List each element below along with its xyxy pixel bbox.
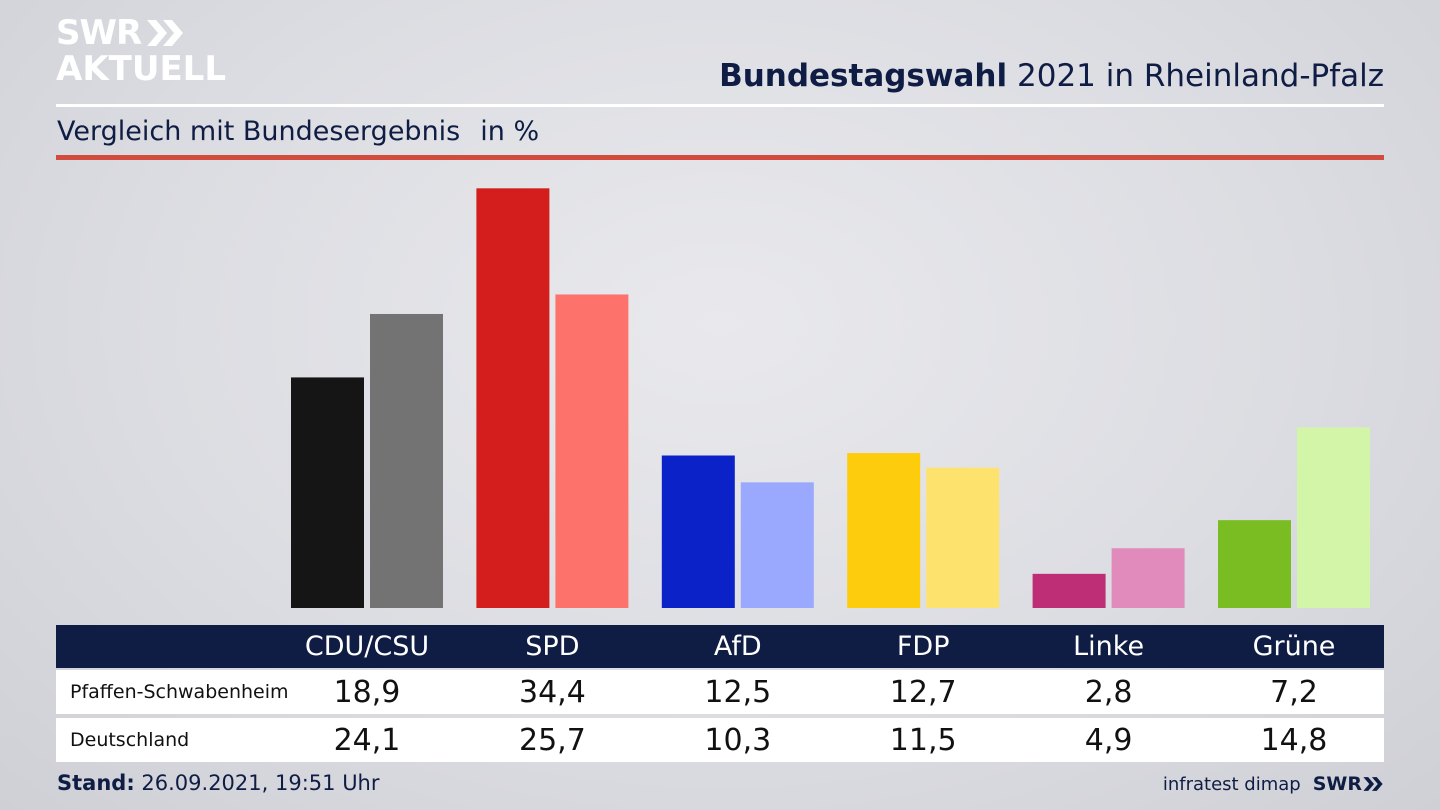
value-cell: 12,5 [704,674,772,710]
row-label: Deutschland [70,729,190,751]
chart-subtitle: Vergleich mit Bundesergebnis in % [57,116,539,147]
category-label: AfD [713,631,762,662]
double-chevron-icon [1363,777,1383,791]
value-cell: 34,4 [518,674,586,710]
swr-aktuell-logo: SWR AKTUELL [56,16,226,86]
value-cell: 11,5 [889,722,957,758]
value-cell: 12,7 [889,674,957,710]
stand-value: 26.09.2021, 19:51 Uhr [141,771,380,795]
value-cell: 7,2 [1270,674,1318,710]
bar-local-2 [661,455,735,608]
row-label: Pfaffen-Schwabenheim [70,681,289,703]
unit-label: in % [480,116,540,147]
stand-label: Stand: [57,771,135,795]
title-bold: Bundestagswahl [719,58,1008,94]
swr-brand: SWR [1313,773,1384,795]
swr-brand-text: SWR [1312,773,1362,795]
value-cell: 24,1 [333,722,401,758]
table-row: Pfaffen-Schwabenheim 18,9 34,4 12,5 12,7 2,8… [56,670,1384,714]
category-label: SPD [525,631,580,662]
value-cell: 14,8 [1260,722,1328,758]
source-credit: infratest dimap SWR [1163,773,1384,795]
bar-national-4 [1111,548,1185,608]
logo-text-aktuell: AKTUELL [56,49,227,89]
bar-local-0 [291,377,364,608]
bar-chart [291,188,1370,608]
value-cell: 10,3 [704,722,772,758]
bar-national-2 [740,482,814,608]
bar-local-1 [476,188,550,608]
value-cell: 25,7 [518,722,586,758]
table-row: Deutschland 24,1 25,7 10,3 11,5 4,9 14,8 [56,718,1384,762]
bar-local-5 [1218,520,1291,608]
logo-text-swr: SWR [56,13,142,53]
bar-local-3 [847,453,921,608]
subtitle-text: Vergleich mit Bundesergebnis [57,116,461,147]
category-label: Linke [1073,631,1145,662]
bar-national-1 [555,294,629,608]
timestamp: Stand: 26.09.2021, 19:51 Uhr [57,771,380,795]
bar-national-0 [370,313,443,608]
accent-divider [56,155,1384,160]
category-label: Grüne [1252,631,1336,662]
category-label: CDU/CSU [304,631,430,662]
bar-national-3 [926,467,1000,608]
value-cell: 4,9 [1084,722,1133,758]
value-cell: 2,8 [1084,674,1133,710]
table-header: CDU/CSU SPD AfD FDP Linke Grüne [56,625,1384,668]
source-label: infratest dimap [1162,773,1301,795]
title-divider [56,104,1384,107]
value-cell: 18,9 [333,674,401,710]
page-title: Bundestagswahl 2021 in Rheinland-Pfalz [719,58,1384,94]
category-label: FDP [896,631,950,662]
results-table: CDU/CSU SPD AfD FDP Linke Grüne Pfaffen-Schwa… [56,625,1384,762]
bar-local-4 [1032,573,1106,608]
bar-national-5 [1297,427,1370,608]
double-chevron-icon [147,20,184,46]
title-rest: 2021 in Rheinland-Pfalz [1017,58,1384,94]
